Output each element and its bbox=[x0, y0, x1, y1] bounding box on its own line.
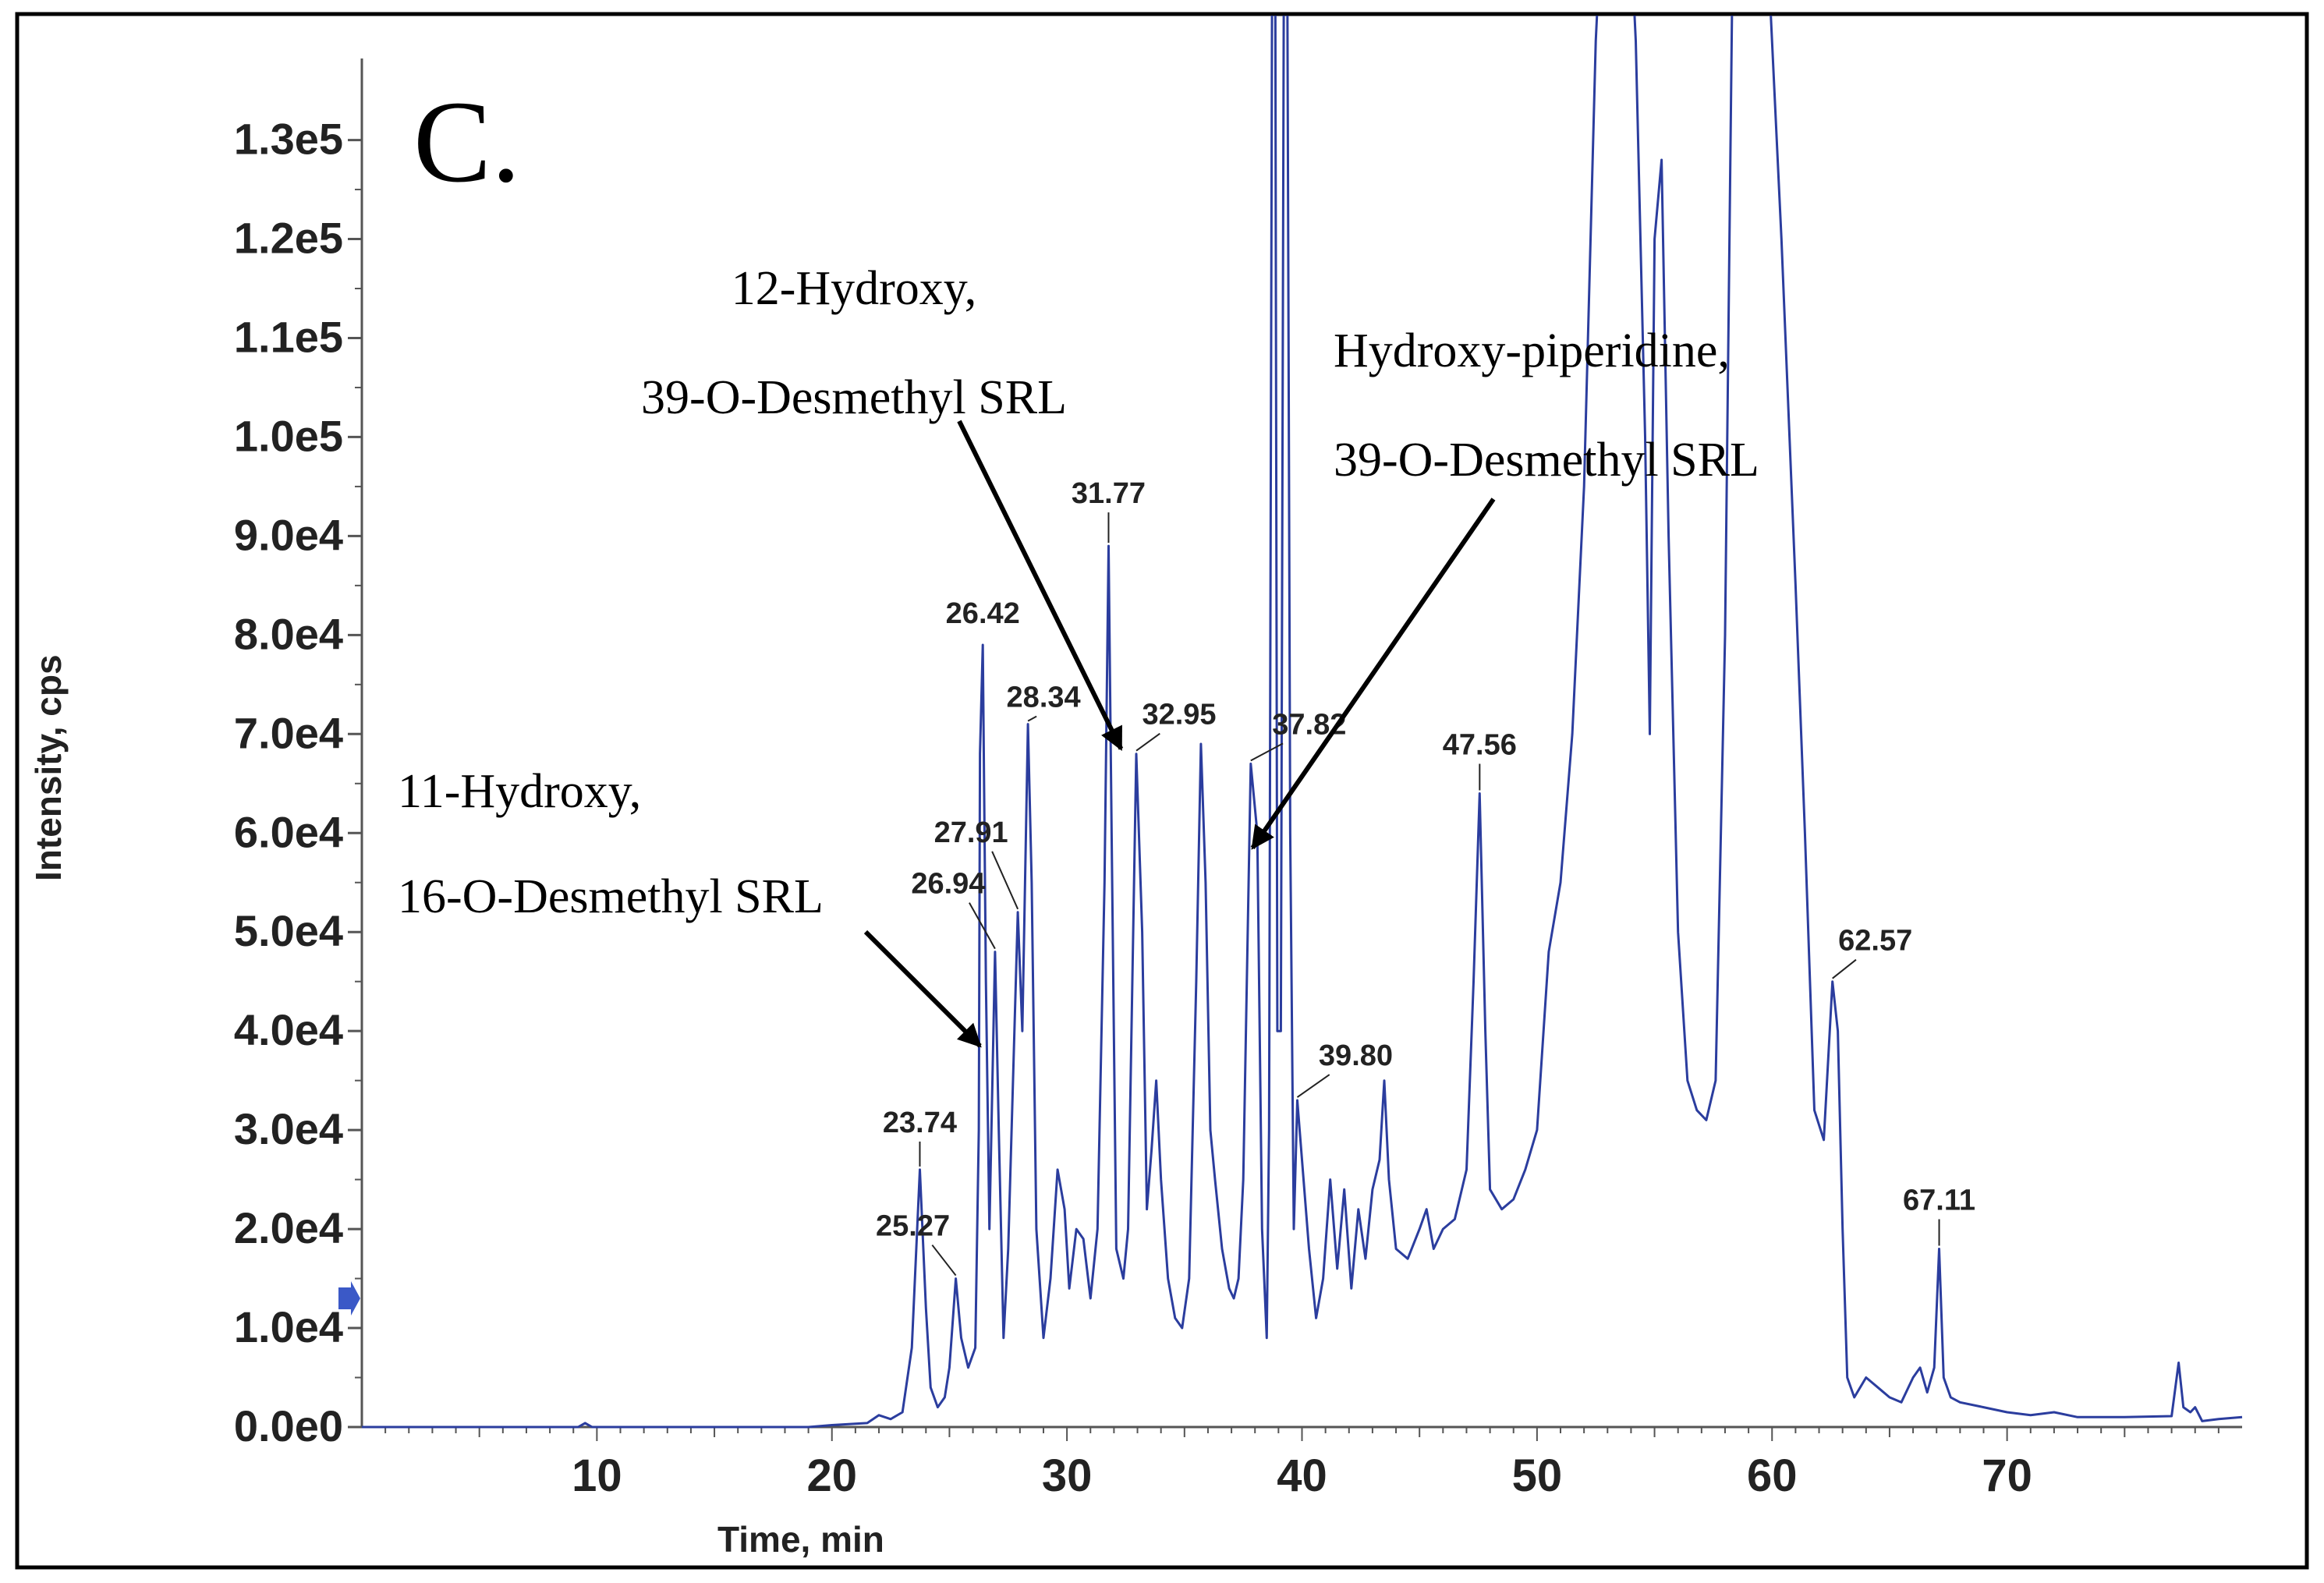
peak-label: 31.77 bbox=[1072, 477, 1146, 510]
x-tick-label: 70 bbox=[1982, 1450, 2032, 1501]
y-axis: 0.0e0 1.0e4 2.0e4 3.0e4 4.0e4 5.0e4 6.0e4 7.0e4… bbox=[234, 58, 363, 1450]
y-tick-label: 1.2e5 bbox=[234, 214, 343, 263]
y-tick-label: 1.0e4 bbox=[234, 1302, 343, 1351]
x-tick-label: 30 bbox=[1042, 1450, 1093, 1501]
y-tick-label: 1.1e5 bbox=[234, 312, 343, 361]
annotation-text: Hydroxy-piperidine, bbox=[1334, 324, 1730, 377]
x-axis-label: Time, min bbox=[717, 1519, 884, 1560]
annotation-text: 39-O-Desmethyl SRL bbox=[1334, 434, 1759, 487]
peak-label: 26.42 bbox=[946, 597, 1020, 630]
chromatogram-line bbox=[362, 16, 2243, 1429]
y-tick-label: 2.0e4 bbox=[234, 1203, 343, 1252]
x-tick-label: 10 bbox=[572, 1450, 622, 1501]
peak-label: 37.82 bbox=[1272, 708, 1346, 741]
peak-label: 25.27 bbox=[876, 1210, 950, 1243]
y-tick-label: 0.0e0 bbox=[234, 1401, 343, 1450]
annotation-arrow bbox=[863, 930, 982, 1048]
y-tick-label: 5.0e4 bbox=[234, 906, 343, 955]
annotation-arrow bbox=[1250, 498, 1496, 850]
y-tick-label: 1.3e5 bbox=[234, 115, 343, 164]
peak-label: 26.94 bbox=[911, 868, 985, 901]
annotation-arrow bbox=[957, 420, 1124, 752]
peak-leader-line bbox=[1027, 715, 1037, 722]
peak-leader-line bbox=[1296, 1074, 1330, 1098]
y-tick-label: 4.0e4 bbox=[234, 1005, 343, 1054]
annotation-text: 39-O-Desmethyl SRL bbox=[641, 371, 1067, 424]
peak-labels: 23.74 25.27 26.42 26.94 27.91 28.34 31.77 32.95… bbox=[876, 477, 1975, 1277]
x-tick-label: 40 bbox=[1277, 1450, 1327, 1501]
peak-leader-line bbox=[991, 851, 1019, 910]
annotation-text: 16-O-Desmethyl SRL bbox=[398, 870, 824, 923]
panel-label: C. bbox=[413, 77, 521, 207]
peak-label: 27.91 bbox=[934, 816, 1008, 849]
peak-label: 47.56 bbox=[1443, 728, 1517, 761]
series-group bbox=[362, 16, 2243, 1429]
peak-label: 28.34 bbox=[1007, 682, 1081, 714]
y-tick-label: 8.0e4 bbox=[234, 609, 343, 658]
peak-label: 39.80 bbox=[1319, 1039, 1393, 1072]
peak-leader-line bbox=[931, 1244, 957, 1277]
peak-label: 32.95 bbox=[1142, 699, 1216, 731]
peak-label: 62.57 bbox=[1838, 925, 1912, 958]
y-tick-label: 3.0e4 bbox=[234, 1104, 343, 1153]
x-tick-label: 60 bbox=[1747, 1450, 1798, 1501]
peak-leader-line bbox=[1832, 958, 1857, 979]
annotation-text: 12-Hydroxy, bbox=[732, 262, 977, 315]
peak-leader-line bbox=[1250, 742, 1284, 762]
annotations: 12-Hydroxy, 39-O-Desmethyl SRL Hydroxy-pip… bbox=[398, 262, 1759, 1048]
x-tick-label: 20 bbox=[806, 1450, 857, 1501]
x-axis: 10 20 30 40 50 60 70 bbox=[362, 1425, 2242, 1501]
peak-leader-line bbox=[969, 902, 996, 950]
peak-leader-line bbox=[1135, 732, 1160, 752]
y-tick-label: 1.0e5 bbox=[234, 411, 343, 460]
baseline-arrow-icon bbox=[338, 1280, 360, 1316]
figure-border bbox=[15, 12, 2309, 1570]
x-tick-label: 50 bbox=[1512, 1450, 1563, 1501]
y-tick-label: 9.0e4 bbox=[234, 510, 343, 559]
y-axis-label: Intensity, cps bbox=[28, 654, 69, 881]
annotation-text: 11-Hydroxy, bbox=[398, 765, 641, 818]
y-tick-label: 7.0e4 bbox=[234, 708, 343, 757]
peak-label: 67.11 bbox=[1903, 1184, 1975, 1216]
y-tick-label: 6.0e4 bbox=[234, 807, 343, 856]
peak-label: 23.74 bbox=[883, 1107, 957, 1139]
